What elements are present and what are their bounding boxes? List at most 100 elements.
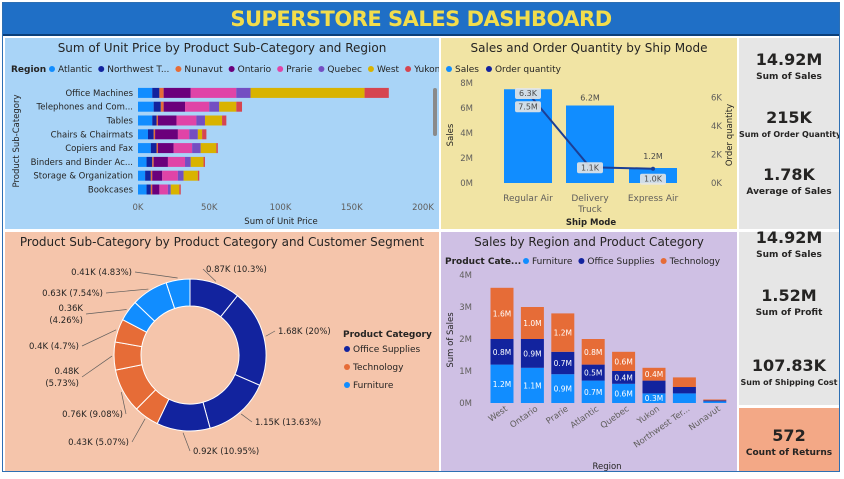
kpi-count-of-returns: 572 Count of Returns (739, 426, 839, 458)
category-label: Storage & Organization (33, 172, 133, 182)
x-axis-title: Sum of Unit Price (244, 217, 317, 227)
legend-label: Office Supplies (353, 345, 421, 355)
y-tick-label: 4M (459, 271, 472, 281)
legend-label: Order quantity (495, 65, 562, 75)
x-tick-label: Delivery (571, 194, 609, 204)
bar-segment (146, 184, 151, 195)
x-axis-title: Region (592, 462, 621, 471)
kpi-label: Sum of Shipping Cost (740, 378, 838, 387)
segment-label: 0.9M (554, 385, 572, 394)
kpi-sum-of-sales: 14.92M Sum of Sales (739, 50, 839, 82)
bar-segment (642, 380, 666, 394)
legend-title: Product Category (343, 330, 432, 340)
segment-label: 0.9M (523, 349, 541, 358)
bar-segment (162, 170, 178, 181)
order-quantity-label: 6.3K (519, 89, 538, 98)
bar-segment (167, 156, 186, 167)
category-label: Copiers and Fax (65, 144, 133, 154)
bar-segment (672, 387, 696, 394)
y-axis-title: Product Sub-Category (12, 94, 22, 187)
y2-tick-label: 6K (711, 93, 722, 103)
label-leader-line (81, 355, 113, 378)
legend-label: Technology (669, 257, 721, 267)
kpi-card-group-top: 14.92M Sum of Sales 215K Sum of Order Qu… (739, 38, 839, 229)
bar-segment (150, 143, 157, 154)
bar-segment (157, 115, 177, 126)
bar-segment (204, 115, 223, 126)
y-tick-label: 3M (459, 303, 472, 313)
label-leader-line (265, 330, 276, 337)
x-tick-label: Nunavut (687, 404, 723, 433)
slice-label: 0.43K (5.07%) (68, 438, 129, 448)
legend-label: Technology (352, 363, 404, 373)
unit-price-chart-panel[interactable]: Sum of Unit Price by Product Sub-Categor… (5, 38, 439, 229)
donut-slice (202, 373, 261, 429)
slice-label: 0.63K (7.54%) (42, 289, 103, 299)
bar-segment (163, 101, 186, 112)
order-quantity-point (651, 166, 655, 171)
legend-marker (318, 66, 325, 72)
legend-marker (367, 66, 374, 72)
bar-segment (219, 101, 237, 112)
bar-segment (236, 87, 251, 98)
ship-mode-chart-panel[interactable]: Sales and Order Quantity by Ship Mode Sa… (441, 38, 737, 229)
region-sales-chart-panel[interactable]: Sales by Region and Product Category Pro… (441, 232, 737, 471)
bar-segment (520, 307, 544, 339)
bar-segment (138, 170, 146, 181)
label-leader-line (105, 288, 149, 294)
y2-tick-label: 4K (711, 122, 722, 132)
segment-label: 1.6M (493, 309, 511, 318)
slice-label: 0.4K (4.7%) (29, 342, 79, 352)
bar-segment (138, 101, 154, 112)
label-leader-line (131, 418, 146, 443)
slice-label: (4.26%) (49, 316, 83, 326)
bar-segment (197, 129, 203, 140)
legend-label: Furniture (532, 257, 573, 267)
kpi-average-of-sales: 1.78K Average of Sales (739, 165, 839, 197)
bar-segment (146, 156, 153, 167)
bar-segment (703, 399, 727, 401)
bar-segment (190, 156, 204, 167)
legend-label: Prarie (286, 65, 313, 75)
order-quantity-label: 1.0K (644, 175, 663, 184)
x-tick-label: Northwest Ter... (632, 404, 692, 450)
segment-label: 0.3M (645, 394, 663, 403)
legend-title: Region (11, 65, 46, 75)
legend-label: Ontario (238, 65, 272, 75)
bar-segment (138, 115, 153, 126)
sub-category-donut-panel[interactable]: Product Sub-Category by Product Category… (5, 232, 439, 471)
bar-segment (170, 184, 180, 195)
x-tick-label: 150K (341, 203, 363, 213)
segment-label: 0.4M (614, 373, 632, 382)
bar-segment (490, 364, 514, 403)
unit-price-chart-scrollbar[interactable] (433, 88, 437, 136)
bar-segment (157, 143, 174, 154)
slice-label: 0.36K (59, 304, 84, 314)
slice-label: 0.92K (10.95%) (193, 447, 259, 457)
segment-label: 0.6M (614, 389, 632, 398)
legend-label: Furniture (353, 381, 394, 391)
order-quantity-label-box (515, 88, 541, 99)
donut-slice (165, 278, 191, 310)
order-quantity-label-box (577, 162, 603, 174)
bar-segment (703, 400, 727, 402)
slice-label: 0.87K (10.3%) (206, 265, 267, 275)
legend-label: Nunavut (184, 65, 223, 75)
bar-segment (203, 156, 205, 167)
y-tick-label: 0M (459, 399, 472, 409)
bar-segment (703, 401, 727, 403)
slice-label: 0.48K (55, 367, 80, 377)
donut-slice (219, 294, 267, 386)
dashboard-header: SUPERSTORE SALES DASHBOARD (3, 3, 839, 36)
slice-label: 0.76K (9.08%) (62, 410, 123, 420)
x-tick-label: Truck (577, 205, 603, 215)
bar-segment (177, 170, 184, 181)
y-tick-label: 2M (460, 154, 473, 164)
kpi-value: 1.52M (761, 286, 817, 305)
category-label: Bookcases (88, 186, 134, 196)
bar-segment (197, 170, 200, 181)
bar-segment (200, 143, 217, 154)
kpi-label: Sum of Profit (755, 308, 823, 318)
kpi-sum-of-sales-2: 14.92M Sum of Sales (739, 228, 839, 260)
legend-marker (344, 382, 350, 388)
